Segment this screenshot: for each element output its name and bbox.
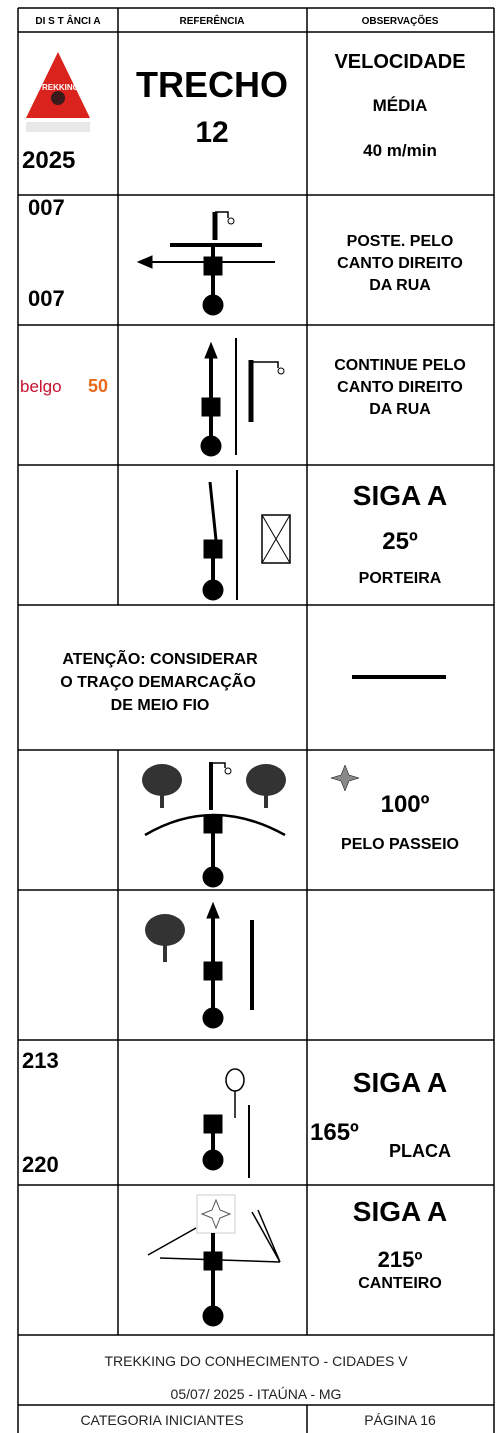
observation: SIGA A xyxy=(353,1067,447,1098)
trekking-logo xyxy=(26,52,90,132)
header-observations: OBSERVAÇÕES xyxy=(362,14,439,27)
belgo-logo-number: 50 xyxy=(88,376,108,396)
distance: 2025 xyxy=(22,147,75,174)
note: ATENÇÃO: CONSIDERAR xyxy=(62,648,258,668)
observation: VELOCIDADE xyxy=(334,51,465,73)
observation: CONTINUE PELO xyxy=(334,357,466,374)
observation: CANTEIRO xyxy=(358,1275,442,1292)
observation: PELO PASSEIO xyxy=(341,836,459,853)
observation: 165º xyxy=(310,1119,359,1146)
observation: 40 m/min xyxy=(363,141,437,160)
observation: CANTO DIREITO xyxy=(337,255,463,272)
note: O TRAÇO DEMARCAÇÃO xyxy=(60,671,256,691)
footer-date: 05/07/ 2025 - ITAÚNA - MG xyxy=(171,1386,342,1402)
footer-page: PÁGINA 16 xyxy=(364,1412,436,1428)
observation: CANTO DIREITO xyxy=(337,379,463,396)
reference-symbol xyxy=(145,901,254,1029)
distance: 007 xyxy=(28,286,65,311)
observation: SIGA A xyxy=(353,480,447,511)
header-reference: REFERÊNCIA xyxy=(179,14,244,27)
reference-symbol xyxy=(202,1068,250,1178)
distance: 007 xyxy=(28,195,65,220)
reference-symbol xyxy=(202,470,291,601)
footer-category: CATEGORIA INICIANTES xyxy=(80,1412,243,1428)
belgo-logo: belgo xyxy=(20,377,62,396)
observation: 215º xyxy=(378,1247,423,1272)
header-distance: DI S T ÂNCI A xyxy=(35,14,100,27)
observation: MÉDIA xyxy=(373,96,428,115)
observation: 25º xyxy=(382,528,418,555)
section-number: 12 xyxy=(195,116,228,149)
reference-symbol xyxy=(136,211,275,316)
logo-text: TREKKING xyxy=(37,83,79,92)
observation: PLACA xyxy=(389,1141,451,1161)
footer-event: TREKKING DO CONHECIMENTO - CIDADES V xyxy=(104,1353,408,1369)
reference-symbol xyxy=(142,762,360,888)
observation: PORTEIRA xyxy=(359,570,442,587)
observation: POSTE. PELO xyxy=(347,233,454,250)
note: DE MEIO FIO xyxy=(111,697,210,714)
section-title: TRECHO xyxy=(136,64,288,105)
reference-symbol xyxy=(147,1194,281,1327)
table-grid xyxy=(17,7,495,1433)
observation: 100º xyxy=(381,791,430,818)
observation: SIGA A xyxy=(353,1196,447,1227)
observation: DA RUA xyxy=(369,277,431,294)
reference-symbol xyxy=(200,338,285,457)
distance: 213 xyxy=(22,1048,59,1073)
distance: 220 xyxy=(22,1152,59,1177)
observation: DA RUA xyxy=(369,401,431,418)
